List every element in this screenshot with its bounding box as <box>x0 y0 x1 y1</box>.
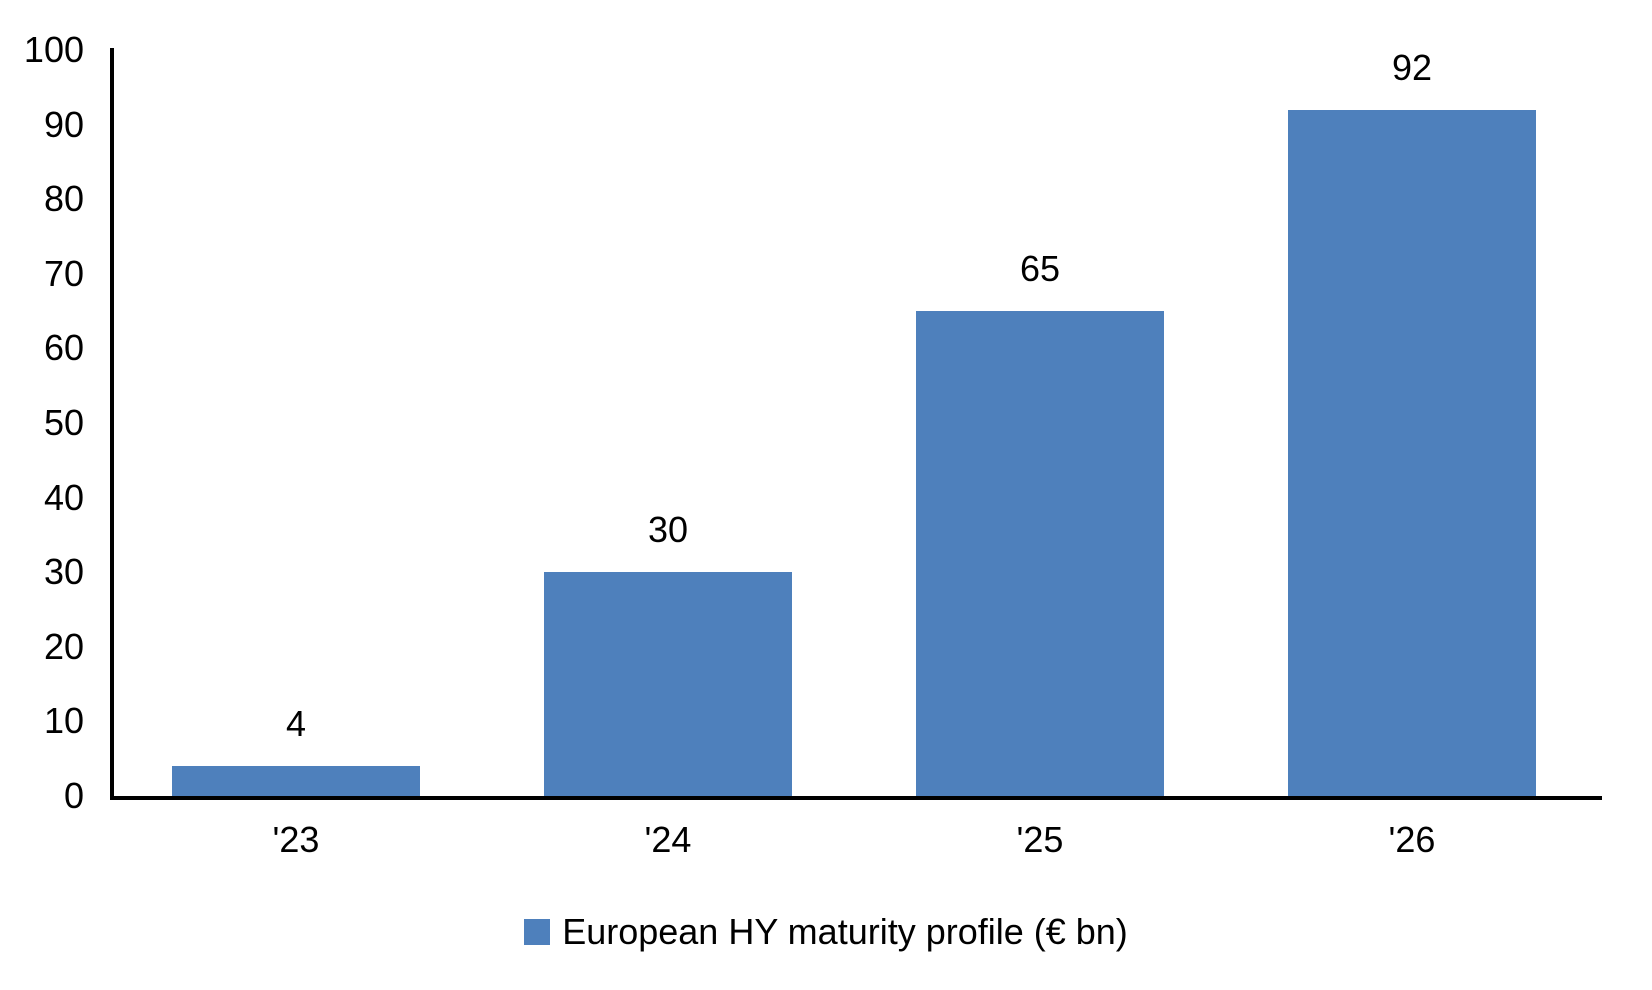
x-axis-tick-label: '26 <box>1388 819 1436 860</box>
bar <box>916 311 1164 796</box>
bar-value-label: 65 <box>1019 248 1061 290</box>
y-axis-tick-label: 100 <box>23 29 84 70</box>
x-axis-tick-label: '25 <box>1016 819 1064 860</box>
legend: European HY maturity profile (€ bn) <box>0 908 1652 956</box>
y-axis-tick-label: 20 <box>43 625 84 667</box>
y-axis-tick-label: 80 <box>43 178 84 220</box>
y-axis-tick-label: 60 <box>43 327 84 369</box>
bar-value-label: 30 <box>647 509 689 551</box>
y-axis-tick-label: 70 <box>43 252 84 294</box>
legend-series-marker-icon <box>524 919 551 945</box>
bar <box>172 766 420 796</box>
y-axis-tick-label: 0 <box>63 775 84 816</box>
y-axis-tick-label: 90 <box>43 103 84 145</box>
y-axis-tick-label: 40 <box>43 476 84 518</box>
bar-value-label: 92 <box>1391 46 1433 88</box>
y-axis-line <box>110 48 114 800</box>
y-axis-tick-label: 30 <box>43 551 84 593</box>
bar <box>544 572 792 796</box>
x-axis-tick-label: '24 <box>644 819 692 860</box>
bar <box>1288 109 1536 796</box>
bar-value-label: 4 <box>285 703 307 745</box>
y-axis-tick-label: 10 <box>43 700 84 742</box>
x-axis-line <box>110 796 1602 800</box>
y-axis-tick-label: 50 <box>43 402 84 443</box>
legend-series-label: European HY maturity profile (€ bn) <box>562 911 1128 952</box>
x-axis-tick-label: '23 <box>272 819 320 860</box>
